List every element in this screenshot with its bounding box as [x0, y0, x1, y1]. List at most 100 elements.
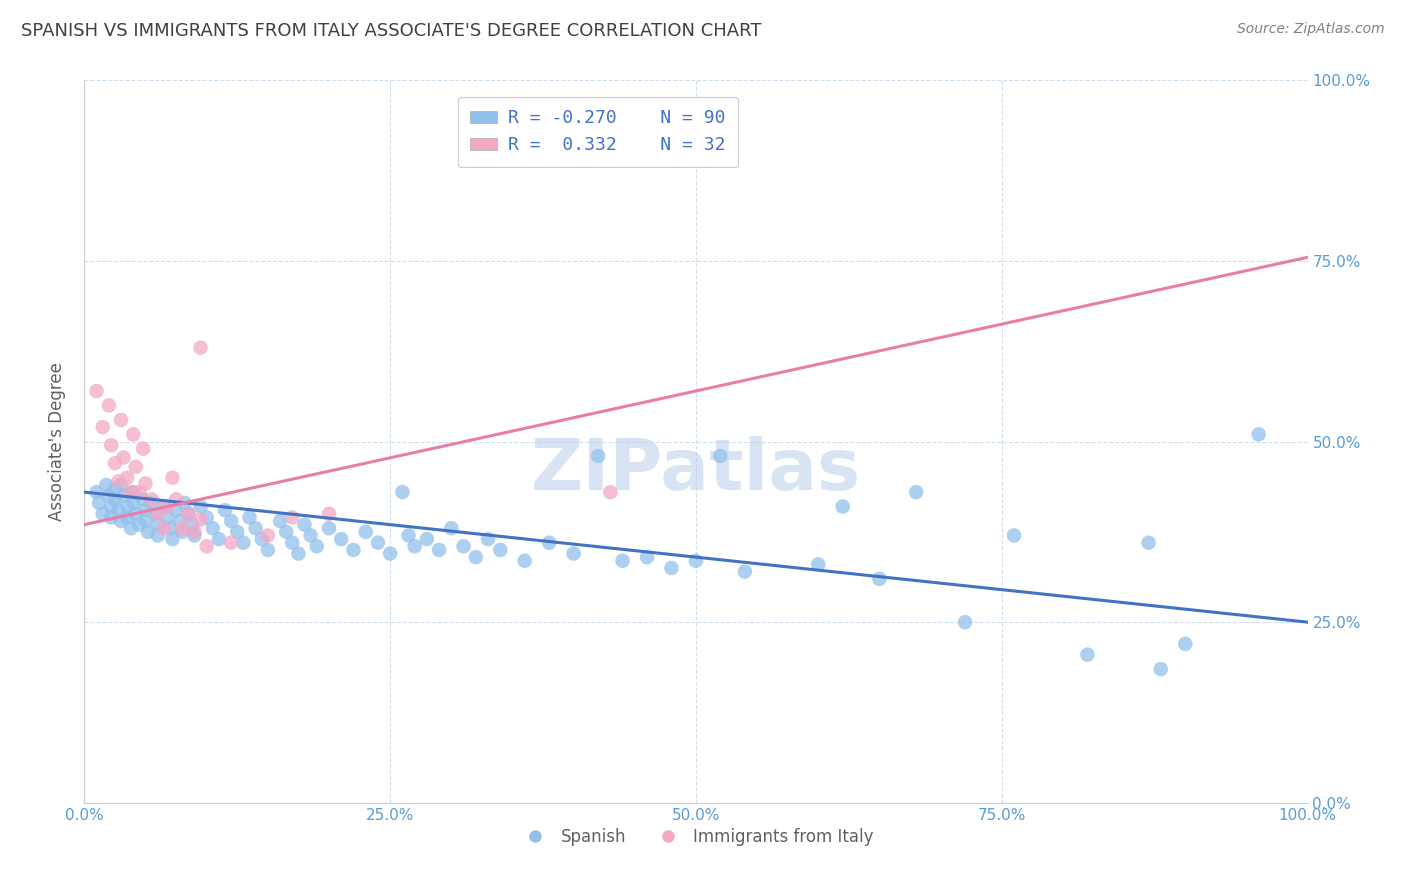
Point: [135, 514, 157, 528]
Point: [132, 442, 155, 456]
Point: [391, 485, 413, 500]
Point: [169, 514, 191, 528]
Point: [1150, 662, 1173, 676]
Point: [128, 517, 150, 532]
Point: [159, 521, 181, 535]
Point: [172, 524, 194, 539]
Point: [125, 507, 148, 521]
Point: [122, 496, 145, 510]
Point: [146, 507, 169, 521]
Point: [354, 524, 377, 539]
Point: [128, 485, 150, 500]
Point: [141, 496, 163, 510]
Point: [318, 521, 340, 535]
Point: [190, 500, 212, 514]
Point: [201, 521, 224, 535]
Point: [104, 456, 127, 470]
Point: [162, 470, 184, 484]
Point: [1174, 637, 1197, 651]
Point: [141, 492, 163, 507]
Point: [318, 507, 340, 521]
Point: [869, 572, 891, 586]
Point: [104, 492, 127, 507]
Legend: Spanish, Immigrants from Italy: Spanish, Immigrants from Italy: [512, 821, 880, 852]
Point: [245, 521, 267, 535]
Point: [685, 554, 707, 568]
Point: [146, 528, 169, 542]
Point: [367, 535, 389, 549]
Point: [122, 485, 145, 500]
Point: [1002, 528, 1025, 542]
Point: [162, 532, 184, 546]
Point: [153, 500, 176, 514]
Point: [100, 500, 122, 514]
Point: [110, 478, 132, 492]
Point: [1137, 535, 1160, 549]
Point: [165, 503, 187, 517]
Point: [380, 547, 402, 561]
Point: [281, 535, 304, 549]
Point: [100, 510, 122, 524]
Point: [165, 492, 187, 507]
Point: [440, 521, 463, 535]
Point: [734, 565, 756, 579]
Point: [112, 450, 135, 465]
Point: [195, 539, 218, 553]
Point: [404, 539, 426, 553]
Point: [416, 532, 439, 546]
Point: [305, 539, 328, 553]
Point: [125, 459, 148, 474]
Point: [96, 478, 118, 492]
Point: [97, 489, 120, 503]
Point: [398, 528, 420, 542]
Point: [287, 547, 309, 561]
Point: [177, 507, 200, 521]
Point: [115, 470, 138, 484]
Point: [299, 528, 322, 542]
Point: [172, 521, 194, 535]
Point: [953, 615, 976, 630]
Point: [294, 517, 316, 532]
Point: [100, 438, 122, 452]
Point: [586, 449, 609, 463]
Point: [143, 507, 166, 521]
Point: [250, 532, 273, 546]
Point: [91, 507, 114, 521]
Point: [232, 535, 254, 549]
Point: [238, 510, 260, 524]
Point: [107, 475, 129, 489]
Point: [1076, 648, 1098, 662]
Point: [122, 427, 145, 442]
Point: [599, 485, 621, 500]
Point: [110, 514, 132, 528]
Point: [120, 521, 142, 535]
Point: [146, 517, 169, 532]
Point: [269, 514, 291, 528]
Text: ZIPatlas: ZIPatlas: [531, 436, 860, 505]
Point: [183, 528, 205, 542]
Point: [86, 485, 108, 500]
Point: [86, 384, 108, 398]
Point: [276, 524, 298, 539]
Point: [513, 554, 536, 568]
Point: [183, 524, 205, 539]
Point: [208, 532, 231, 546]
Point: [87, 496, 110, 510]
Point: [115, 500, 138, 514]
Point: [636, 550, 658, 565]
Point: [905, 485, 928, 500]
Point: [281, 510, 304, 524]
Point: [195, 510, 218, 524]
Point: [156, 510, 179, 524]
Point: [135, 476, 157, 491]
Point: [342, 542, 364, 557]
Point: [219, 514, 242, 528]
Text: SPANISH VS IMMIGRANTS FROM ITALY ASSOCIATE'S DEGREE CORRELATION CHART: SPANISH VS IMMIGRANTS FROM ITALY ASSOCIA…: [21, 22, 762, 40]
Point: [538, 535, 561, 549]
Point: [173, 496, 195, 510]
Point: [709, 449, 731, 463]
Point: [453, 539, 475, 553]
Point: [181, 517, 204, 532]
Point: [226, 524, 249, 539]
Point: [190, 341, 212, 355]
